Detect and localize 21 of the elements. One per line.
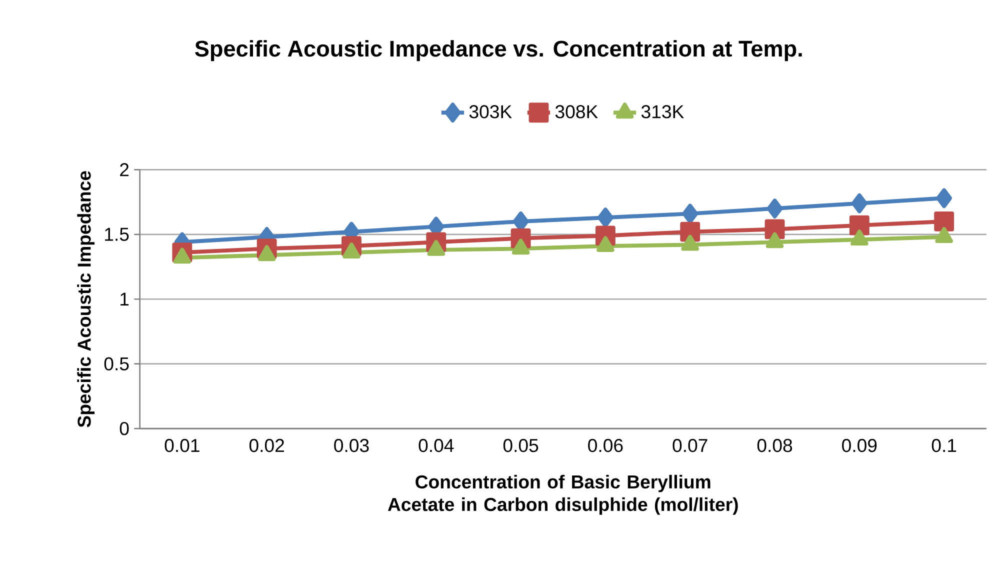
x-tick-label: 0.08	[757, 438, 792, 452]
chart-title: Specific Acoustic Impedance vs. Concentration at Temp.	[195, 40, 802, 62]
y-tick-label: 2	[120, 163, 129, 176]
x-axis-title: Concentration of Basic Beryllium Acetate in Carbon disulphide (mol/liter)	[388, 474, 738, 515]
x-tick-label: 0.05	[503, 438, 538, 452]
x-tick-label: 0.03	[334, 438, 369, 452]
x-tick-label: 0.1	[932, 438, 956, 452]
x-tick-label: 0.02	[249, 438, 284, 452]
legend-label: 313K	[641, 105, 684, 118]
x-tick-label: 0.07	[672, 438, 708, 452]
y-tick-label: 1	[120, 292, 129, 306]
x-tick-label: 0.06	[588, 438, 623, 452]
y-tick-label: 1.5	[105, 228, 129, 241]
x-tick-label: 0.04	[418, 438, 454, 452]
x-tick-label: 0.01	[164, 438, 200, 452]
y-tick-label: 0	[120, 422, 129, 436]
legend-label: 303K	[469, 105, 512, 118]
legend-label: 308K	[555, 105, 598, 118]
x-tick-label: 0.09	[842, 438, 877, 452]
y-tick-label: 0.5	[104, 357, 129, 370]
y-axis-title: Specific Acoustic Impedance	[77, 171, 95, 428]
